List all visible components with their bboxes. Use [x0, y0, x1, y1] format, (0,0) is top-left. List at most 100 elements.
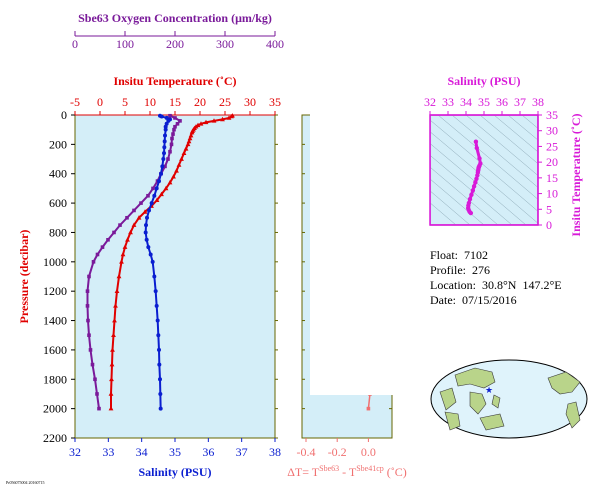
ts-salinity-tick-label: 35 [478, 95, 490, 109]
salinity-tick-label: 35 [169, 445, 181, 459]
temperature-tick-label: 5 [122, 95, 128, 109]
salinity-series-point [163, 124, 168, 129]
pressure-tick-label: 0 [61, 108, 67, 122]
temperature-series-point [109, 376, 114, 382]
temperature-series-point [181, 150, 187, 155]
ts-series-point [468, 210, 474, 216]
salinity-series-point [146, 245, 151, 250]
temperature-series-point [131, 222, 137, 227]
salinity-tick-label: 37 [236, 445, 248, 459]
oxygen-series-point [112, 230, 116, 235]
temperature-tick-label: -5 [70, 95, 80, 109]
temperature-series-point [128, 229, 133, 235]
salinity-series-point [166, 118, 171, 123]
map-landmass [469, 391, 487, 415]
salinity-series-point [145, 215, 149, 220]
ts-series-point [474, 176, 479, 181]
temperature-tick-label: 25 [219, 95, 231, 109]
pressure-tick-label: 2000 [43, 402, 67, 416]
oxygen-series-point [91, 260, 96, 264]
oxygen-series-point [86, 318, 90, 323]
temperature-series-point [122, 244, 128, 249]
temperature-series-point [110, 347, 115, 352]
temperature-series-point [163, 185, 169, 191]
temperature-series-point [187, 135, 193, 141]
temperature-series-point [112, 317, 117, 323]
ts-salinity-axis-label: Salinity (PSU) [447, 74, 520, 88]
oxygen-series-point [178, 119, 182, 123]
salinity-series-point [154, 186, 159, 191]
oxygen-tick-label: 0 [72, 37, 78, 51]
pressure-tick-label: 1600 [43, 343, 67, 357]
ts-series-point [473, 180, 478, 185]
oxygen-series-point [170, 136, 174, 141]
salinity-series [143, 113, 172, 411]
pressure-axis-label: Pressure (decibar) [17, 230, 31, 324]
oxygen-series-point [146, 193, 150, 198]
salinity-series-point [161, 157, 166, 162]
oxygen-series-point [173, 116, 177, 120]
delta-tick-label: -0.4 [297, 445, 316, 459]
oxygen-series-point [168, 149, 172, 154]
salinity-tick-label: 38 [269, 445, 281, 459]
pressure-tick-label: 1200 [43, 284, 67, 298]
pressure-tick-label: 1400 [43, 314, 67, 328]
oxygen-series-point [169, 142, 174, 147]
salinity-series-point [153, 289, 158, 294]
temperature-series-point [211, 118, 217, 123]
oxygen-series-point [171, 132, 175, 136]
oxygen-series-point [95, 252, 100, 257]
oxygen-tick-label: 300 [216, 37, 234, 51]
ts-temperature-tick-label: 15 [546, 171, 558, 185]
oxygen-tick-label: 200 [166, 37, 184, 51]
temperature-tick-label: 0 [97, 95, 103, 109]
ts-series-point [467, 197, 473, 202]
ts-temperature-tick-label: 5 [546, 202, 552, 216]
temperature-series [108, 113, 235, 411]
salinity-series-point [162, 139, 167, 144]
salinity-series-point [158, 391, 163, 396]
temperature-series-point [154, 197, 160, 202]
ts-temperature-tick-label: 10 [546, 187, 558, 201]
profile-plot-area [74, 114, 276, 439]
oxygen-series-point [163, 164, 167, 169]
pressure-tick-label: 200 [49, 137, 67, 151]
oxygen-series-point [93, 377, 97, 382]
salinity-series-point [147, 208, 151, 213]
oxygen-series-point [132, 208, 136, 213]
delta-tick-label: 0.0 [361, 445, 376, 459]
map-landmass [491, 394, 501, 409]
salinity-series-point [159, 114, 164, 119]
ts-temperature-tick-label: 35 [546, 108, 558, 122]
ts-series-point [469, 192, 474, 198]
temperature-series-point [229, 113, 234, 119]
delta-axis-label: ΔT= TSbe63 - TSbe41cp (˚C) [287, 464, 407, 479]
salinity-tick-label: 32 [69, 445, 81, 459]
ts-salinity-tick-label: 37 [514, 95, 526, 109]
pressure-tick-label: 600 [49, 196, 67, 210]
temperature-tick-label: 30 [244, 95, 256, 109]
ts-series-point [471, 184, 477, 189]
ts-mask-right [538, 85, 608, 285]
ts-series-point [473, 139, 479, 144]
temperature-series-point [109, 361, 115, 367]
map-landmass [565, 401, 581, 429]
salinity-tick-label: 33 [102, 445, 114, 459]
oxygen-series-point [90, 362, 95, 367]
temperature-series-point [120, 251, 126, 257]
salinity-series-point [152, 274, 157, 279]
temperature-axis-label: Insitu Temperature (˚C) [113, 74, 236, 88]
salinity-tick-label: 36 [202, 445, 214, 459]
ts-temperature-tick-label: 0 [546, 218, 552, 232]
salinity-series-point [144, 237, 149, 242]
ts-plot-area [429, 114, 539, 226]
temperature-series-point [116, 273, 122, 279]
salinity-series-point [143, 230, 148, 235]
ts-mask-top [428, 75, 548, 115]
temperature-series-point [203, 119, 209, 125]
ts-series-point [474, 145, 479, 151]
oxygen-series-point [168, 113, 172, 118]
salinity-series-point [157, 179, 161, 184]
salinity-series-point [160, 164, 165, 169]
oxygen-series-point [85, 304, 90, 308]
